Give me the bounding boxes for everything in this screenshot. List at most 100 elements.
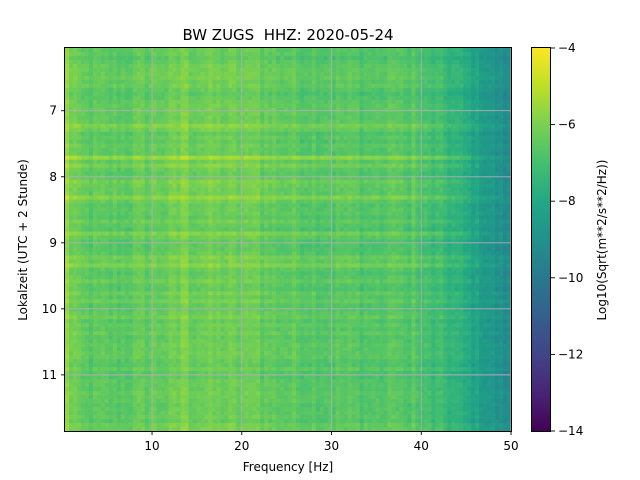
heatmap-cell bbox=[96, 203, 102, 209]
heatmap-cell bbox=[80, 203, 86, 209]
heatmap-cell bbox=[315, 103, 321, 109]
heatmap-cell bbox=[100, 119, 106, 125]
heatmap-cell bbox=[204, 75, 209, 81]
heatmap-cell bbox=[184, 91, 190, 97]
heatmap-cell bbox=[343, 191, 349, 197]
heatmap-cell bbox=[507, 163, 512, 169]
heatmap-cell bbox=[104, 163, 110, 169]
heatmap-cell bbox=[483, 71, 488, 77]
heatmap-cell bbox=[491, 107, 496, 113]
heatmap-cell bbox=[503, 51, 508, 57]
heatmap-cell bbox=[407, 115, 413, 121]
heatmap-cell bbox=[256, 155, 261, 161]
heatmap-cell bbox=[503, 175, 508, 181]
heatmap-cell bbox=[459, 79, 464, 85]
heatmap-cell bbox=[347, 139, 353, 145]
heatmap-cell bbox=[188, 175, 194, 181]
heatmap-cell bbox=[96, 171, 102, 177]
heatmap-cell bbox=[192, 223, 198, 229]
heatmap-cell bbox=[355, 167, 361, 173]
heatmap-cell bbox=[295, 55, 301, 61]
heatmap-cell bbox=[148, 87, 154, 93]
heatmap-cell bbox=[487, 171, 492, 177]
heatmap-cell bbox=[156, 183, 162, 189]
heatmap-cell bbox=[224, 131, 229, 137]
heatmap-cell bbox=[423, 183, 428, 189]
heatmap-cell bbox=[152, 51, 158, 57]
heatmap-cell bbox=[284, 67, 289, 73]
heatmap-cell bbox=[363, 123, 369, 129]
heatmap-cell bbox=[347, 151, 353, 157]
heatmap-cell bbox=[315, 87, 321, 93]
heatmap-cell bbox=[200, 123, 205, 129]
heatmap-cell bbox=[387, 191, 393, 197]
heatmap-cell bbox=[355, 211, 361, 217]
heatmap-cell bbox=[323, 175, 329, 181]
heatmap-cell bbox=[459, 107, 464, 113]
heatmap-cell bbox=[132, 179, 138, 185]
heatmap-cell bbox=[248, 171, 253, 177]
heatmap-cell bbox=[435, 167, 440, 173]
heatmap-cell bbox=[395, 199, 401, 205]
heatmap-cell bbox=[160, 135, 166, 141]
heatmap-cell bbox=[427, 71, 432, 77]
heatmap-cell bbox=[65, 195, 70, 201]
heatmap-cell bbox=[280, 207, 285, 213]
heatmap-cell bbox=[447, 211, 452, 217]
heatmap-cell bbox=[371, 203, 377, 209]
heatmap-cell bbox=[423, 55, 428, 61]
heatmap-cell bbox=[391, 99, 397, 105]
heatmap-cell bbox=[395, 63, 401, 69]
heatmap-cell bbox=[128, 187, 134, 193]
heatmap-cell bbox=[252, 211, 257, 217]
heatmap-cell bbox=[463, 163, 468, 169]
heatmap-cell bbox=[148, 171, 154, 177]
heatmap-cell bbox=[164, 207, 170, 213]
heatmap-cell bbox=[431, 179, 436, 185]
heatmap-cell bbox=[475, 131, 480, 137]
heatmap-cell bbox=[455, 159, 460, 165]
heatmap-cell bbox=[72, 199, 78, 205]
heatmap-cell bbox=[499, 175, 504, 181]
heatmap-cell bbox=[363, 215, 369, 221]
heatmap-cell bbox=[463, 159, 468, 165]
heatmap-cell bbox=[68, 155, 74, 161]
heatmap-cell bbox=[65, 219, 70, 225]
heatmap-cell bbox=[307, 71, 313, 77]
heatmap-cell bbox=[399, 59, 405, 65]
heatmap-cell bbox=[132, 219, 138, 225]
heatmap-cell bbox=[359, 151, 365, 157]
heatmap-cell bbox=[144, 135, 150, 141]
heatmap-cell bbox=[132, 155, 138, 161]
heatmap-cell bbox=[307, 127, 313, 133]
heatmap-cell bbox=[228, 115, 233, 121]
heatmap-cell bbox=[323, 159, 329, 165]
heatmap-cell bbox=[200, 55, 205, 61]
heatmap-cell bbox=[136, 167, 142, 173]
heatmap-cell bbox=[507, 167, 512, 173]
heatmap-cell bbox=[431, 215, 436, 221]
heatmap-cell bbox=[467, 183, 472, 189]
heatmap-cell bbox=[339, 75, 345, 81]
heatmap-cell bbox=[184, 143, 190, 149]
heatmap-cell bbox=[176, 119, 182, 125]
heatmap-cell bbox=[104, 155, 110, 161]
heatmap-cell bbox=[327, 95, 333, 101]
heatmap-cell bbox=[240, 151, 245, 157]
heatmap-cell bbox=[439, 95, 444, 101]
heatmap-cell bbox=[72, 55, 78, 61]
heatmap-cell bbox=[236, 223, 241, 229]
heatmap-cell bbox=[140, 111, 146, 117]
heatmap-cell bbox=[499, 95, 504, 101]
heatmap-cell bbox=[228, 155, 233, 161]
heatmap-cell bbox=[240, 163, 245, 169]
heatmap-cell bbox=[96, 48, 102, 53]
heatmap-cell bbox=[120, 175, 126, 181]
heatmap-cell bbox=[463, 107, 468, 113]
heatmap-cell bbox=[208, 131, 213, 137]
heatmap-cell bbox=[363, 211, 369, 217]
heatmap-cell bbox=[232, 207, 237, 213]
heatmap-cell bbox=[499, 63, 504, 69]
heatmap-cell bbox=[272, 175, 277, 181]
heatmap-cell bbox=[268, 107, 273, 113]
